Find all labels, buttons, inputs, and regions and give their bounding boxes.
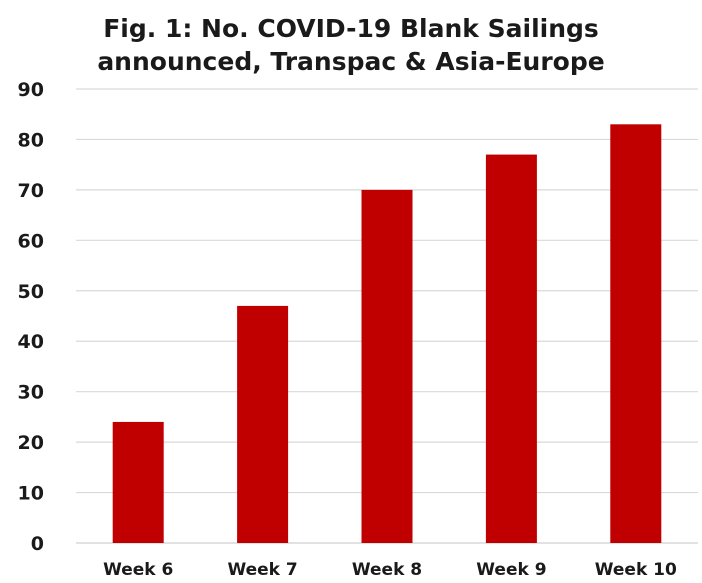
y-axis-tick-labels: 0 10 20 30 40 50 60 70 80 90 <box>18 79 44 555</box>
y-tick-label-40: 40 <box>18 331 44 353</box>
y-tick-label-20: 20 <box>18 432 44 454</box>
y-tick-label-10: 10 <box>18 483 44 505</box>
bars <box>112 124 662 544</box>
y-tick-label-50: 50 <box>18 281 44 303</box>
bar-week-10 <box>610 124 662 544</box>
chart-title-line-2: announced, Transpac & Asia-Europe <box>97 47 605 76</box>
y-tick-label-60: 60 <box>18 230 44 252</box>
chart-title-line-1: Fig. 1: No. COVID-19 Blank Sailings <box>103 14 599 43</box>
bar-week-9 <box>485 154 537 544</box>
bar-week-6 <box>112 421 164 543</box>
bar-week-7 <box>237 305 289 543</box>
x-tick-label-week-7: Week 7 <box>227 560 297 580</box>
y-tick-label-30: 30 <box>18 382 44 404</box>
chart-title: Fig. 1: No. COVID-19 Blank Sailings anno… <box>0 12 702 78</box>
y-tick-label-70: 70 <box>18 180 44 202</box>
x-tick-label-week-6: Week 6 <box>103 560 173 580</box>
y-tick-label-80: 80 <box>18 129 44 151</box>
x-tick-label-week-10: Week 10 <box>595 560 677 580</box>
y-tick-label-0: 0 <box>31 533 44 555</box>
x-tick-label-week-9: Week 9 <box>476 560 546 580</box>
y-tick-label-90: 90 <box>18 79 44 101</box>
x-tick-label-week-8: Week 8 <box>352 560 422 580</box>
x-axis-category-labels: Week 6 Week 7 Week 8 Week 9 Week 10 <box>103 560 677 580</box>
bar-week-8 <box>361 189 413 543</box>
